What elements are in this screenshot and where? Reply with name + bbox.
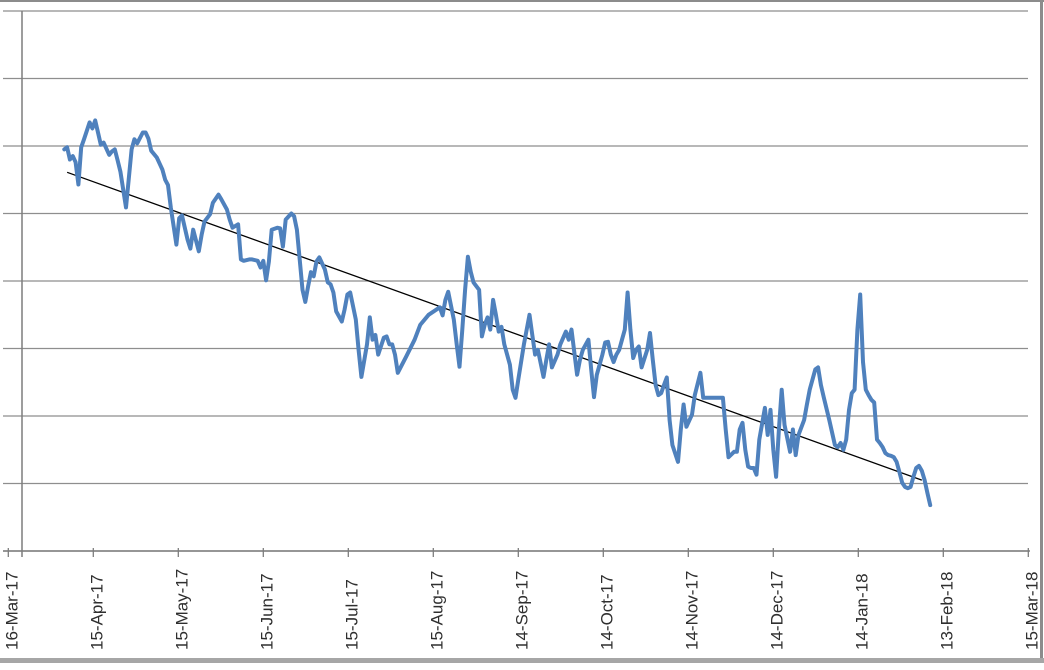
x-tick-label: 13-Feb-18 xyxy=(937,572,956,650)
frame-right-border xyxy=(1040,0,1043,661)
x-tick-label: 14-Oct-17 xyxy=(597,574,616,650)
x-tick-label: 14-Nov-17 xyxy=(682,571,701,650)
x-tick-label: 15-Apr-17 xyxy=(87,574,106,650)
x-tick-label: 14-Jan-18 xyxy=(852,573,871,650)
x-tick-label: 15-Aug-17 xyxy=(427,571,446,650)
x-tick-label: 15-Jul-17 xyxy=(342,579,361,650)
frame-top-border xyxy=(0,0,1044,2)
x-tick-label: 16-Mar-17 xyxy=(2,572,21,650)
x-tick-label: 14-Dec-17 xyxy=(767,571,786,650)
x-tick-label: 15-May-17 xyxy=(172,569,191,650)
x-tick-label: 14-Sep-17 xyxy=(512,571,531,650)
x-tick-label: 15-Mar-18 xyxy=(1022,572,1041,650)
data-series-line xyxy=(62,118,933,508)
frame-bottom-bar xyxy=(0,658,1044,663)
x-tick-label: 15-Jun-17 xyxy=(257,573,276,650)
